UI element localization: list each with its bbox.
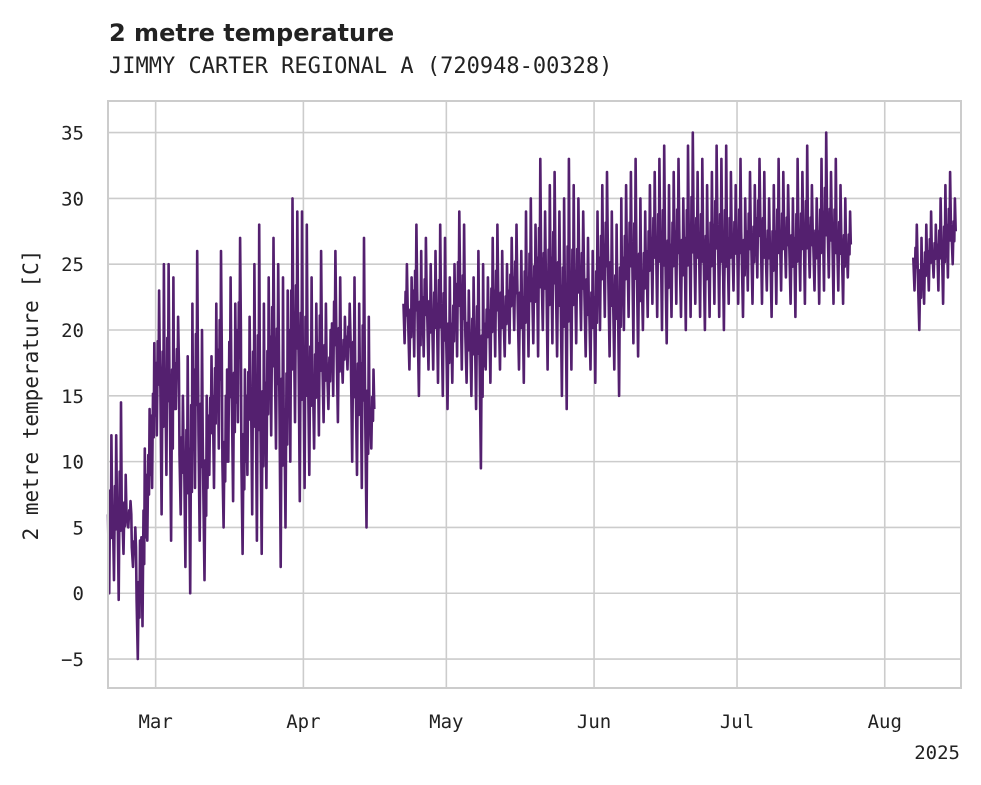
- y-axis-label: 2 metre temperature [C]: [19, 250, 43, 541]
- temperature-line-segment: [721, 131, 853, 319]
- temperature-line-segment: [912, 170, 957, 332]
- y-tick-label: 25: [61, 254, 84, 276]
- x-tick-label: Aug: [868, 711, 902, 733]
- x-tick-label: Mar: [138, 711, 172, 733]
- y-tick-label: 15: [61, 386, 84, 408]
- y-tick-label: 20: [61, 320, 84, 342]
- y-tick-label: 30: [61, 188, 84, 210]
- x-tick-label: Apr: [286, 711, 320, 733]
- y-tick-label: 10: [61, 452, 84, 474]
- x-tick-label: Jul: [720, 711, 754, 733]
- x-year-label: 2025: [914, 742, 960, 764]
- y-tick-label: −5: [61, 649, 84, 671]
- y-tick-label: 5: [73, 517, 84, 539]
- y-tick-label: 0: [73, 583, 84, 605]
- axis-ticks: −5 0 5 10 15 20 25 30 35 Mar Apr May Jun Jul Aug: [61, 123, 902, 733]
- x-tick-label: Jun: [577, 711, 611, 733]
- temperature-series: [106, 131, 957, 661]
- x-tick-label: May: [429, 711, 463, 733]
- temperature-line-segment: [402, 131, 729, 470]
- chart-subtitle: JIMMY CARTER REGIONAL A (720948-00328): [109, 54, 612, 79]
- chart-title: 2 metre temperature: [109, 19, 394, 47]
- plot-frame: [107, 100, 962, 689]
- temperature-line-segment: [106, 197, 376, 661]
- y-tick-label: 35: [61, 123, 84, 145]
